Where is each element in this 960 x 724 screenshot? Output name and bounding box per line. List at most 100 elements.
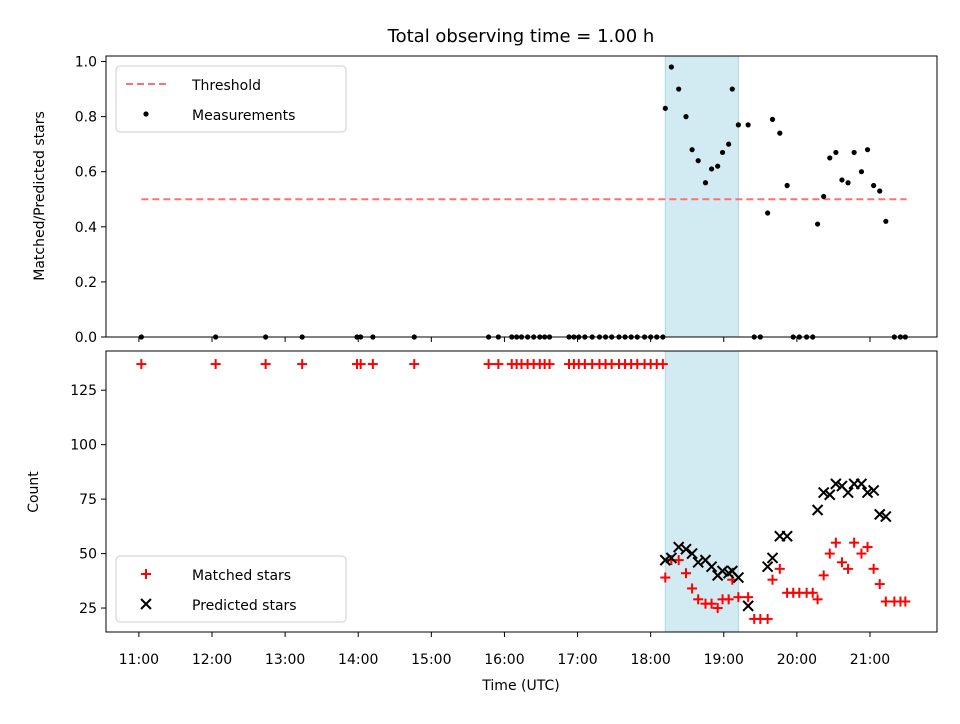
predicted-star-point — [781, 530, 793, 542]
x-marker-b — [732, 571, 745, 584]
predicted-star-point — [716, 565, 729, 577]
matched-star-point — [673, 555, 684, 566]
matched-star-point — [818, 570, 829, 581]
predicted-star-point — [761, 560, 774, 573]
measurement-point — [729, 86, 735, 92]
matched-star-point — [723, 594, 734, 605]
x-marker-b — [781, 530, 793, 542]
measurement-point — [708, 166, 715, 172]
matched-star-point — [824, 548, 835, 559]
x-tick-label: 12:00 — [192, 652, 232, 668]
matched-star-point — [210, 359, 221, 370]
predicted-star-point — [867, 484, 880, 497]
y-tick-label: 0.0 — [75, 330, 97, 346]
x-marker-b — [692, 556, 704, 569]
predicted-star-point — [817, 486, 830, 499]
measurement-point — [676, 86, 682, 92]
measurement-point — [662, 105, 668, 111]
x-tick-label: 18:00 — [630, 652, 670, 668]
x-marker-b — [817, 486, 830, 499]
top-panel: 0.0 0.2 0.4 0.6 0.8 1.0 Threshold Measurements — [75, 55, 938, 346]
x-marker-b — [672, 541, 685, 553]
matched-star-point — [657, 359, 668, 370]
x-tick-label: 20:00 — [777, 652, 817, 668]
matched-star-point — [367, 359, 378, 370]
measurement-point — [777, 130, 783, 136]
x-axis-ticks: 11:00 12:00 13:00 14:00 15:00 16:00 17:00 18:00… — [119, 652, 890, 668]
measurement-point — [689, 147, 695, 153]
measurement-point — [745, 122, 751, 128]
y-tick-label: 25 — [79, 601, 97, 617]
matched-star-point — [680, 568, 691, 579]
measurement-point — [668, 64, 674, 70]
bottom-y-axis-label: Count — [26, 471, 42, 513]
predicted-star-point — [692, 556, 704, 569]
measurement-point — [833, 149, 839, 156]
measurement-point — [715, 163, 721, 169]
legend-label: Threshold — [191, 78, 261, 94]
top-y-axis-label: Matched/Predicted stars — [32, 111, 48, 281]
x-marker-b — [824, 489, 836, 501]
x-tick-label: 21:00 — [850, 652, 890, 668]
y-tick-label: 0.8 — [75, 110, 97, 126]
axes-frame — [105, 350, 938, 633]
matched-star-point — [693, 594, 704, 605]
legend-box — [115, 555, 347, 623]
legend-label: Measurements — [192, 108, 295, 124]
x-marker-b — [811, 504, 824, 516]
x-tick-label: 15:00 — [411, 652, 451, 668]
measurement-point — [784, 182, 790, 189]
y-tick-label: 50 — [79, 547, 97, 563]
matched-star-point — [493, 359, 504, 370]
x-marker-b — [726, 565, 739, 577]
legend-label: Matched stars — [192, 568, 291, 584]
matched-star-point — [836, 557, 847, 568]
x-tick-label: 19:00 — [704, 652, 744, 668]
predicted-star-point — [830, 478, 842, 490]
x-marker-b — [867, 484, 880, 497]
predicted-star-point — [874, 508, 886, 521]
x-marker-b — [861, 486, 874, 499]
x-marker-b — [855, 478, 868, 490]
predicted-star-point — [686, 547, 698, 560]
legend-label: Predicted stars — [192, 598, 297, 614]
measurement-point — [858, 169, 865, 175]
x-marker-b — [830, 478, 842, 490]
matched-star-point — [774, 563, 785, 574]
measurement-point — [877, 188, 883, 194]
matched-star-point — [868, 563, 879, 574]
x-tick-label: 11:00 — [119, 652, 159, 668]
measurement-point — [719, 149, 726, 156]
x-tick-label: 13:00 — [265, 652, 305, 668]
legend-x-swatch-b — [140, 598, 152, 610]
predicted-star-point — [766, 552, 779, 564]
legend: Matched stars Predicted stars — [115, 555, 347, 623]
matched-star-point — [712, 603, 723, 614]
x-marker-b — [874, 508, 886, 521]
x-marker-b — [665, 552, 678, 564]
measurement-point — [735, 122, 741, 128]
matched-star-point — [409, 359, 420, 370]
y-tick-label: 0.2 — [75, 275, 97, 291]
measurement-point — [814, 221, 821, 227]
predicted-star-point — [732, 571, 745, 584]
predicted-star-point — [742, 600, 754, 612]
matched-star-point — [830, 537, 841, 548]
x-marker-b — [836, 480, 848, 492]
legend-box — [115, 65, 347, 133]
y-tick-label: 0.4 — [75, 220, 97, 236]
y-tick-label: 125 — [70, 383, 97, 399]
figure-title: Total observing time = 1.00 h — [387, 26, 655, 47]
measurement-point — [726, 141, 732, 147]
x-marker-b — [880, 510, 892, 523]
matched-star-point — [687, 583, 698, 594]
matched-star-point — [743, 592, 754, 603]
measurement-point — [769, 116, 776, 122]
x-marker-b — [680, 543, 692, 555]
predicted-star-point — [672, 541, 685, 553]
y-tick-label: 1.0 — [75, 55, 97, 71]
matched-star-point — [880, 596, 891, 607]
measurement-point — [683, 114, 689, 120]
measurement-point — [702, 180, 709, 186]
predicted-star-point — [665, 552, 678, 564]
